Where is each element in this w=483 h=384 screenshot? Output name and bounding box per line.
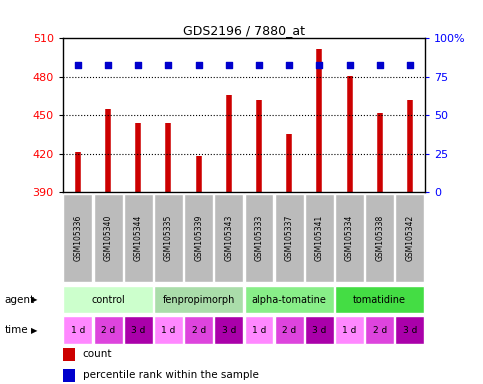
Bar — [365, 316, 394, 344]
Text: 3 d: 3 d — [222, 326, 236, 335]
Bar — [335, 316, 364, 344]
Bar — [63, 348, 75, 361]
Bar — [124, 316, 153, 344]
Text: alpha-tomatine: alpha-tomatine — [252, 295, 327, 305]
Point — [315, 61, 323, 68]
Text: GSM105341: GSM105341 — [315, 215, 324, 261]
Point — [195, 61, 202, 68]
Point — [406, 61, 414, 68]
Bar — [244, 316, 273, 344]
Text: 2 d: 2 d — [282, 326, 297, 335]
Point — [285, 61, 293, 68]
Bar — [154, 316, 183, 344]
Bar — [63, 286, 153, 313]
Bar — [396, 194, 425, 282]
Point — [74, 61, 82, 68]
Text: GSM105339: GSM105339 — [194, 215, 203, 261]
Point — [255, 61, 263, 68]
Bar — [335, 286, 425, 313]
Point — [225, 61, 233, 68]
Text: GSM105336: GSM105336 — [73, 215, 83, 261]
Bar — [275, 194, 304, 282]
Text: 1 d: 1 d — [252, 326, 266, 335]
Bar — [63, 194, 92, 282]
Text: 1 d: 1 d — [71, 326, 85, 335]
Text: 2 d: 2 d — [372, 326, 387, 335]
Bar — [214, 316, 243, 344]
Text: ▶: ▶ — [31, 295, 38, 304]
Bar — [244, 286, 334, 313]
Title: GDS2196 / 7880_at: GDS2196 / 7880_at — [183, 24, 305, 37]
Bar — [94, 316, 123, 344]
Bar — [305, 194, 334, 282]
Point — [165, 61, 172, 68]
Bar — [396, 316, 425, 344]
Text: ▶: ▶ — [31, 326, 38, 335]
Text: GSM105333: GSM105333 — [255, 215, 264, 261]
Text: tomatidine: tomatidine — [353, 295, 406, 305]
Text: time: time — [5, 325, 28, 335]
Text: GSM105344: GSM105344 — [134, 215, 143, 261]
Text: GSM105334: GSM105334 — [345, 215, 354, 261]
Text: 2 d: 2 d — [191, 326, 206, 335]
Bar — [63, 369, 75, 382]
Bar — [63, 316, 92, 344]
Text: 1 d: 1 d — [342, 326, 357, 335]
Point — [104, 61, 112, 68]
Text: GSM105338: GSM105338 — [375, 215, 384, 261]
Text: percentile rank within the sample: percentile rank within the sample — [83, 370, 258, 380]
Text: GSM105337: GSM105337 — [284, 215, 294, 261]
Bar — [335, 194, 364, 282]
Text: 3 d: 3 d — [403, 326, 417, 335]
Point — [346, 61, 354, 68]
Bar — [275, 316, 304, 344]
Bar — [94, 194, 123, 282]
Text: GSM105342: GSM105342 — [405, 215, 414, 261]
Text: 1 d: 1 d — [161, 326, 176, 335]
Text: 2 d: 2 d — [101, 326, 115, 335]
Text: count: count — [83, 349, 112, 359]
Bar — [365, 194, 394, 282]
Text: GSM105335: GSM105335 — [164, 215, 173, 261]
Text: control: control — [91, 295, 125, 305]
Bar — [154, 286, 243, 313]
Point — [376, 61, 384, 68]
Text: fenpropimorph: fenpropimorph — [162, 295, 235, 305]
Text: 3 d: 3 d — [131, 326, 145, 335]
Text: GSM105343: GSM105343 — [224, 215, 233, 261]
Text: GSM105340: GSM105340 — [103, 215, 113, 261]
Bar — [184, 316, 213, 344]
Bar — [214, 194, 243, 282]
Bar — [244, 194, 273, 282]
Bar — [124, 194, 153, 282]
Text: agent: agent — [5, 295, 35, 305]
Text: 3 d: 3 d — [312, 326, 327, 335]
Bar — [305, 316, 334, 344]
Bar — [184, 194, 213, 282]
Point — [134, 61, 142, 68]
Bar — [154, 194, 183, 282]
